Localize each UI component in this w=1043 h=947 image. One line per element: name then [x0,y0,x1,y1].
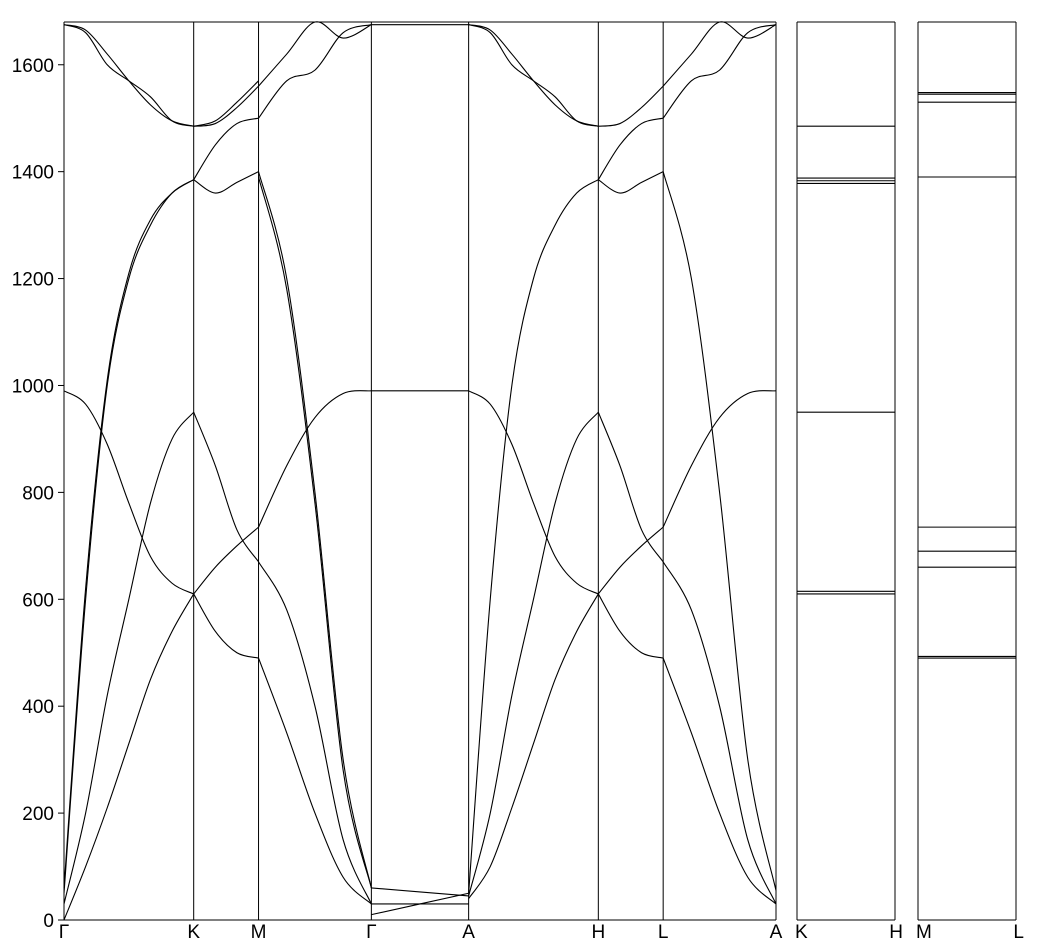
y-axis-ticks: 0 200 400 600 800 1000 1200 1400 1600 [12,56,64,932]
band-line [371,892,469,916]
band-line [597,526,664,595]
band-line [63,411,195,905]
panel-K-H [796,21,896,921]
kpoint-label: A [462,922,475,943]
band-line [662,657,777,905]
band-line [63,390,194,595]
band-line [468,593,599,899]
band-line [193,80,259,127]
band-line [258,657,372,905]
panel-main-path [63,21,777,921]
band-line [193,593,259,659]
band-line [662,561,777,905]
band-line [193,526,259,595]
y-tick-label: 600 [22,590,54,611]
band-line [597,593,664,659]
panels [63,21,1017,921]
panel-M-L [917,21,1017,921]
band-line [468,24,599,127]
band-line [468,24,599,127]
band-line [63,179,194,894]
band-line [468,390,599,595]
band-line [63,593,195,921]
band-line [258,390,372,528]
kpoint-label: H [591,922,605,943]
band-line [258,21,372,87]
band-line [258,176,372,889]
kpoint-label: A [770,922,783,943]
kpoint-label: L [658,922,669,943]
band-line [662,171,777,891]
kpoint-label: M [916,922,932,943]
band-line [193,171,259,194]
band-line [468,179,599,894]
y-tick-label: 1000 [12,376,54,397]
y-tick-label: 200 [22,804,54,825]
kpoint-label: M [251,922,267,943]
band-line [598,85,664,127]
kpoint-label: K [187,922,200,943]
band-line [371,887,469,897]
band-line [597,411,664,563]
y-tick-label: 1600 [12,56,54,77]
kpoint-label: H [889,922,903,943]
y-tick-label: 0 [43,911,54,932]
band-line [662,21,777,87]
band-line [63,24,194,127]
band-line [258,171,372,889]
band-line [193,411,259,563]
band-line [258,561,372,905]
band-line [662,390,777,528]
band-line [598,171,664,194]
band-line [662,24,777,119]
kpoint-label: Γ [366,922,376,943]
band-line [468,411,599,897]
band-line [258,24,372,119]
band-line [193,85,259,127]
kpoint-label: L [1013,922,1024,943]
kpoint-label: Γ [59,922,69,943]
band-line [63,24,194,127]
y-tick-label: 800 [22,483,54,504]
band-line [193,117,259,180]
band-line [63,179,194,888]
y-tick-label: 400 [22,697,54,718]
kpoint-label: K [795,922,808,943]
y-tick-label: 1200 [12,270,54,291]
y-tick-label: 1400 [12,163,54,184]
band-line [597,117,664,180]
